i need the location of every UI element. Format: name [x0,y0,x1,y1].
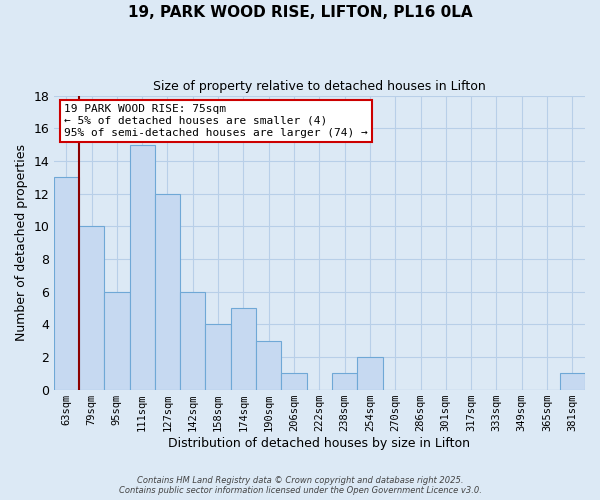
Text: 19 PARK WOOD RISE: 75sqm
← 5% of detached houses are smaller (4)
95% of semi-det: 19 PARK WOOD RISE: 75sqm ← 5% of detache… [64,104,368,138]
X-axis label: Distribution of detached houses by size in Lifton: Distribution of detached houses by size … [168,437,470,450]
Bar [281,374,307,390]
Title: Size of property relative to detached houses in Lifton: Size of property relative to detached ho… [153,80,485,93]
Bar [53,178,79,390]
Text: Contains HM Land Registry data © Crown copyright and database right 2025.
Contai: Contains HM Land Registry data © Crown c… [119,476,481,495]
Bar [130,144,155,390]
Bar [560,374,585,390]
Bar [332,374,357,390]
Text: 19, PARK WOOD RISE, LIFTON, PL16 0LA: 19, PARK WOOD RISE, LIFTON, PL16 0LA [128,5,472,20]
Bar [231,308,256,390]
Bar [180,292,205,390]
Bar [205,324,231,390]
Bar [256,340,281,390]
Bar [104,292,130,390]
Bar [155,194,180,390]
Bar [79,226,104,390]
Bar [357,357,383,390]
Y-axis label: Number of detached properties: Number of detached properties [15,144,28,341]
